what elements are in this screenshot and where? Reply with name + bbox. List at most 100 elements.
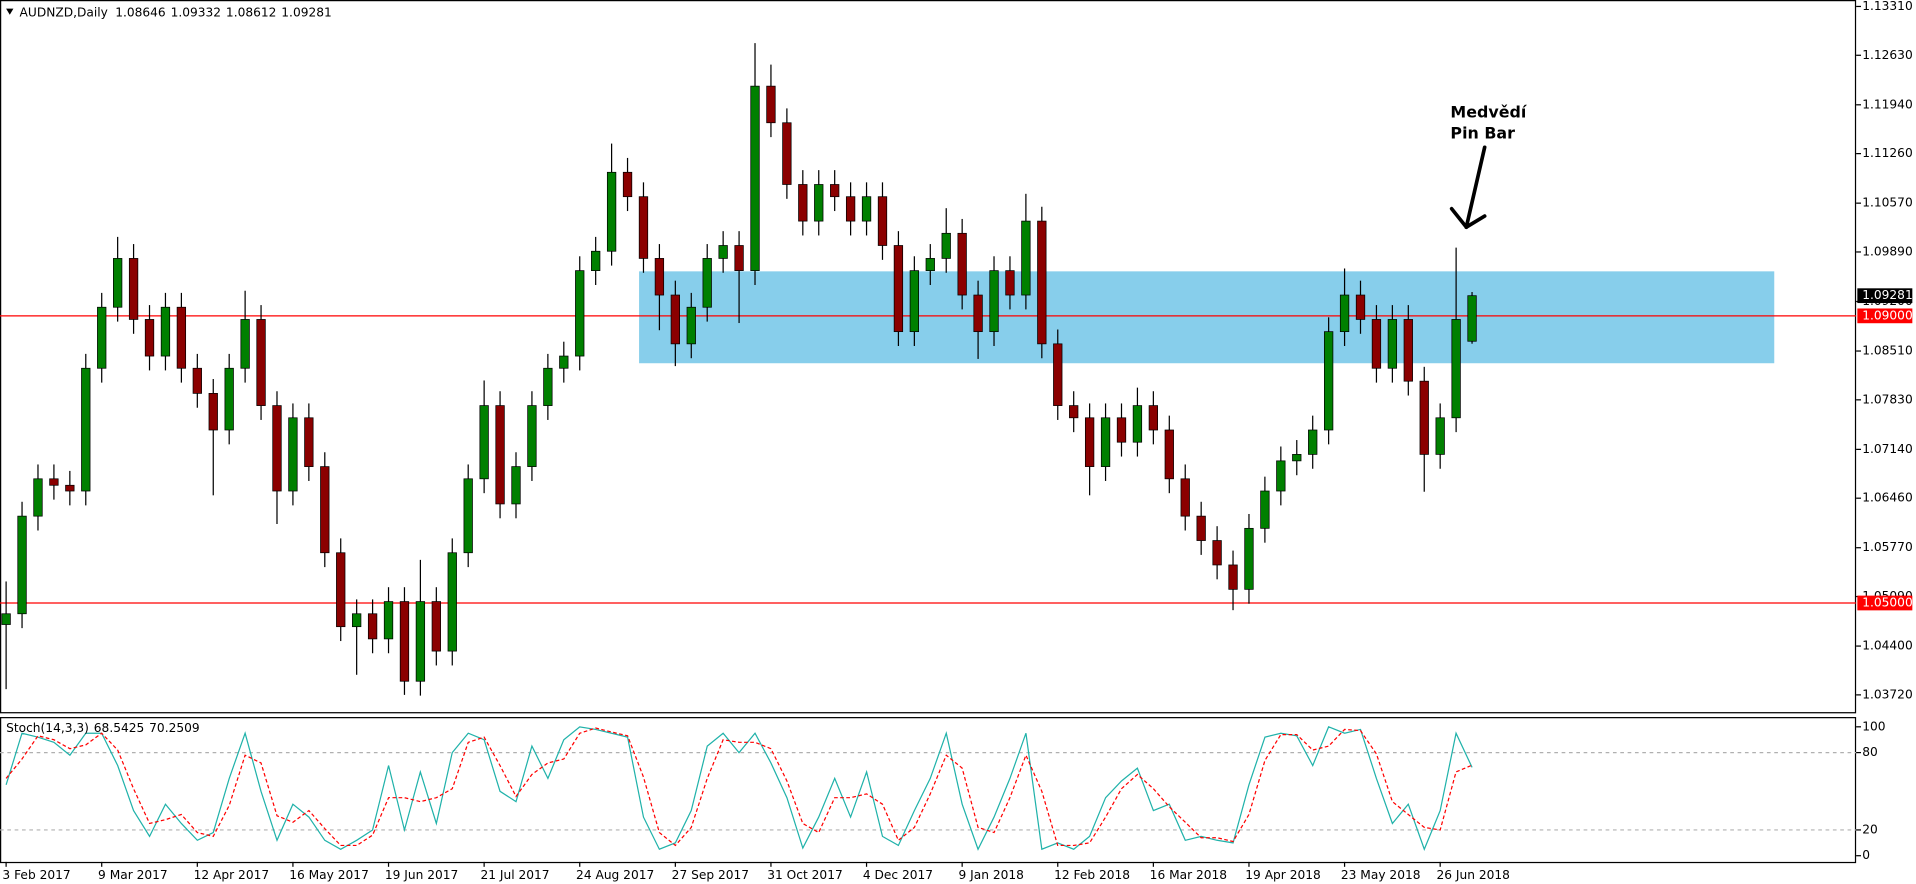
x-tick-label: 23 May 2018 <box>1341 868 1421 882</box>
y-tick-label: 80 <box>1862 745 1878 759</box>
candle-body <box>1228 564 1238 590</box>
candle-body <box>798 184 808 222</box>
y-tick-label: 1.10570 <box>1862 196 1912 210</box>
candle-body <box>208 393 218 431</box>
last-close: 1.09281 <box>281 5 331 19</box>
candle-body <box>734 245 744 271</box>
candle-body <box>925 258 935 271</box>
candle-body <box>1403 319 1413 382</box>
x-tick-label: 24 Aug 2017 <box>576 868 654 882</box>
candle-body <box>128 258 139 320</box>
candle-body <box>65 484 75 492</box>
candle-body <box>1244 527 1254 590</box>
stoch-line <box>5 727 1473 847</box>
y-tick-label: 1.05770 <box>1862 540 1912 554</box>
candle-body <box>192 367 202 394</box>
candle-body <box>1292 454 1302 462</box>
annotation-arrow <box>1449 145 1487 229</box>
candle-body <box>113 258 123 308</box>
candle-layer <box>1 43 1477 696</box>
y-tick-label: 1.03720 <box>1862 687 1912 701</box>
candle-body <box>367 613 378 640</box>
candle-body <box>1308 429 1318 455</box>
candle-body <box>256 319 266 406</box>
level-layer <box>0 315 1857 604</box>
candle-body <box>782 122 792 185</box>
stoch-k: 68.5425 <box>94 721 144 735</box>
candle-body <box>973 294 983 333</box>
stoch-d: 70.2509 <box>149 721 199 735</box>
x-tick-label: 26 Jun 2018 <box>1437 868 1510 882</box>
candle-body <box>1212 540 1222 566</box>
candle-body <box>415 601 426 682</box>
x-tick-label: 31 Oct 2017 <box>767 868 842 882</box>
x-tick-label: 12 Feb 2018 <box>1054 868 1130 882</box>
x-tick-label: 3 Feb 2017 <box>2 868 70 882</box>
candle-body <box>144 319 155 357</box>
symbol: AUDNZD,Daily <box>20 5 108 19</box>
stoch-title: Stoch(14,3,3) <box>6 721 89 735</box>
x-tick-label: 19 Apr 2018 <box>1245 868 1320 882</box>
candle-body <box>957 232 967 296</box>
candle-body <box>160 306 171 357</box>
candle-body <box>1355 294 1366 320</box>
candle-body <box>288 417 298 492</box>
candle-body <box>17 515 27 615</box>
candle-body <box>1260 490 1270 529</box>
last-price-box <box>1857 288 1913 304</box>
candle-body <box>1451 319 1461 419</box>
chart-header: AUDNZD,Daily 1.08646 1.09332 1.08612 1.09281 <box>20 5 332 19</box>
y-tick-label: 1.07140 <box>1862 442 1912 456</box>
y-tick-label: 1.07830 <box>1862 392 1912 406</box>
level-label-box <box>1857 595 1913 611</box>
candle-body <box>750 85 760 271</box>
candle-body <box>1323 331 1334 431</box>
zone-layer <box>639 271 1775 364</box>
candle-body <box>845 196 856 222</box>
candle-body <box>383 601 394 640</box>
y-tick-label: 1.13310 <box>1862 0 1912 13</box>
candle-body <box>1419 380 1429 455</box>
candle-body <box>702 258 712 308</box>
candle-body <box>718 245 728 259</box>
stoch-header: Stoch(14,3,3) 68.5425 70.2509 <box>6 721 200 735</box>
y-tick-label: 1.12630 <box>1862 48 1912 62</box>
candle-body <box>1 613 11 625</box>
y-tick-label: 0 <box>1862 848 1870 862</box>
candle-body <box>1069 405 1079 419</box>
candle-body <box>638 196 649 259</box>
candle-body <box>495 405 505 505</box>
candle-body <box>1005 270 1015 296</box>
last-high: 1.09332 <box>171 5 221 19</box>
annotation-line: Pin Bar <box>1450 123 1515 142</box>
candle-body <box>463 478 473 554</box>
candle-body <box>176 306 187 369</box>
candle-body <box>670 294 680 345</box>
candle-body <box>543 367 553 406</box>
candle-body <box>893 245 904 333</box>
y-tick-label: 1.11260 <box>1862 146 1912 160</box>
stoch-line <box>5 726 1473 851</box>
support-resistance-zone <box>639 271 1775 364</box>
candle-body <box>877 196 888 246</box>
y-tick-label: 1.11940 <box>1862 97 1912 111</box>
y-tick-label: 1.04400 <box>1862 639 1912 653</box>
candle-body <box>1164 429 1174 480</box>
candle-body <box>1180 478 1190 517</box>
menu-triangle <box>6 8 14 15</box>
candle-body <box>606 171 617 252</box>
last-low: 1.08612 <box>226 5 276 19</box>
x-tick-label: 16 Mar 2018 <box>1150 868 1227 882</box>
level-label: 1.05000 <box>1862 595 1912 609</box>
candle-body <box>861 196 872 222</box>
candle-body <box>320 466 330 554</box>
candle-body <box>479 405 489 480</box>
candle-body <box>622 171 633 198</box>
price-panel-frame <box>0 0 1857 714</box>
last-price-label: 1.09281 <box>1862 288 1912 302</box>
candle-body <box>1339 294 1350 333</box>
